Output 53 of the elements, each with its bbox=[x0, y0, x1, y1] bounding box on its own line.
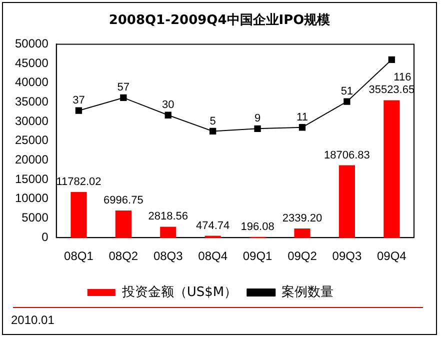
point bbox=[164, 112, 172, 118]
data-label: 196.08 bbox=[240, 220, 274, 233]
bar bbox=[338, 165, 355, 238]
y-tick-label: 15000 bbox=[14, 172, 49, 186]
data-label: 2339.20 bbox=[282, 212, 322, 225]
bar bbox=[115, 210, 132, 238]
y-tick-label: 30000 bbox=[14, 114, 49, 128]
point bbox=[210, 128, 216, 135]
data-label: 2818.56 bbox=[148, 210, 188, 223]
data-label: 6996.75 bbox=[104, 194, 144, 207]
y-tick-label: 45000 bbox=[14, 56, 49, 70]
x-tick-label: 08Q1 bbox=[64, 249, 94, 264]
x-tick-label: 08Q4 bbox=[198, 249, 228, 264]
y-tick-label: 50000 bbox=[14, 36, 49, 51]
chart-title: 2008Q1-2009Q4中国企业IPO规模 bbox=[108, 12, 332, 29]
bar bbox=[160, 226, 176, 238]
x-tick-label: 09Q2 bbox=[288, 249, 318, 264]
point bbox=[388, 56, 395, 63]
y-tick-label: 35000 bbox=[14, 94, 49, 109]
bar bbox=[384, 100, 400, 238]
x-tick-label: 09Q4 bbox=[376, 249, 407, 264]
data-label: 474.74 bbox=[196, 220, 230, 232]
point bbox=[254, 125, 261, 132]
y-tick-label: 0 bbox=[42, 230, 49, 244]
point bbox=[298, 124, 306, 131]
point bbox=[75, 107, 82, 114]
legend-label: 案例数量 bbox=[282, 284, 334, 300]
data-label: 51 bbox=[340, 86, 354, 98]
bar bbox=[70, 192, 87, 238]
data-label: 9 bbox=[254, 112, 261, 125]
x-tick-label: 09Q1 bbox=[242, 249, 273, 264]
data-label: 35523.65 bbox=[368, 84, 415, 96]
legend-label: 投资金额（US$M） bbox=[120, 284, 238, 300]
x-tick-label: 08Q3 bbox=[153, 249, 184, 264]
data-label: 37 bbox=[72, 94, 85, 107]
point bbox=[120, 94, 127, 102]
data-label: 11 bbox=[296, 111, 308, 124]
data-label: 30 bbox=[162, 99, 174, 112]
y-tick-label: 5000 bbox=[22, 210, 49, 225]
y-tick-label: 40000 bbox=[14, 75, 49, 90]
data-label: 11782.02 bbox=[56, 176, 102, 188]
y-tick-label: 10000 bbox=[14, 191, 49, 206]
bar bbox=[294, 228, 310, 238]
point bbox=[344, 98, 350, 105]
x-tick-label: 08Q2 bbox=[108, 249, 138, 264]
data-label: 57 bbox=[117, 82, 130, 94]
y-tick-label: 20000 bbox=[14, 152, 49, 167]
data-label: 5 bbox=[210, 115, 216, 128]
x-tick-label: 09Q3 bbox=[332, 249, 362, 264]
y-tick-label: 25000 bbox=[14, 133, 49, 148]
data-label: 116 bbox=[394, 72, 412, 84]
data-label: 18706.83 bbox=[324, 149, 370, 162]
text: 2010.01 bbox=[11, 313, 54, 327]
